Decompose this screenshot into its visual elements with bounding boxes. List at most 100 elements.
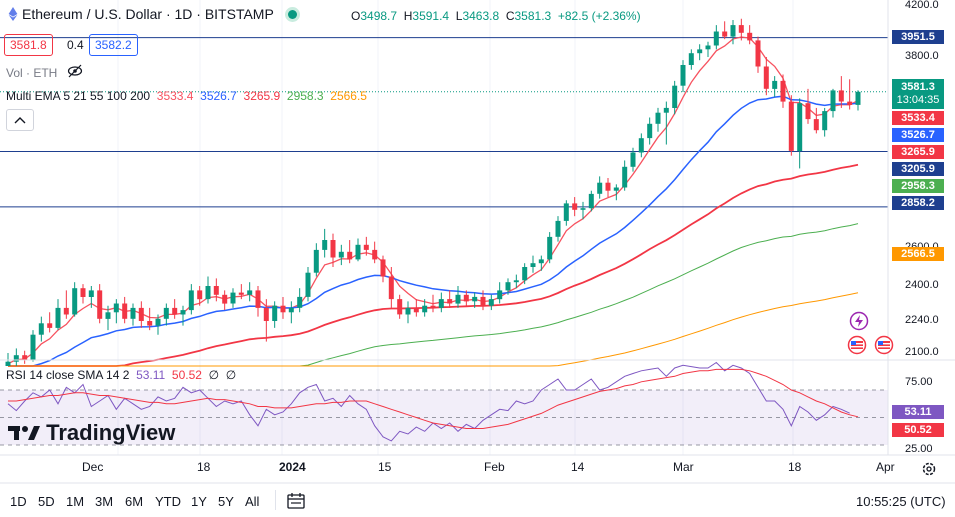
- us-flag-event-icon[interactable]: [847, 335, 867, 355]
- candle-body: [180, 310, 186, 315]
- candle-body: [63, 307, 69, 315]
- bar-countdown: 13:04:35: [896, 94, 940, 106]
- timeframe-button-ytd[interactable]: YTD: [155, 494, 181, 509]
- sell-button[interactable]: 3581.8: [4, 34, 53, 56]
- candle-body: [305, 272, 311, 297]
- time-tick: 18: [788, 460, 802, 474]
- candle: [263, 299, 269, 342]
- time-tick: 15: [378, 460, 392, 474]
- ema55-line: [8, 163, 859, 367]
- candle-body: [622, 166, 628, 188]
- candle-body: [788, 101, 794, 151]
- candle: [713, 25, 719, 50]
- timeframe-button-3m[interactable]: 3M: [95, 494, 114, 509]
- candle-body: [322, 240, 328, 250]
- candle: [813, 107, 819, 134]
- ema-indicator-legend[interactable]: Multi EMA 5 21 55 100 200 3533.4 3526.7 …: [6, 89, 367, 103]
- candle: [630, 147, 636, 172]
- candle: [597, 176, 603, 199]
- candle: [747, 25, 753, 45]
- candle-body: [155, 318, 161, 326]
- footer-divider: [275, 490, 276, 510]
- candle: [447, 290, 453, 308]
- candle-body: [388, 276, 394, 300]
- candle-body: [363, 244, 369, 250]
- candle: [463, 290, 469, 306]
- candle-body: [22, 355, 28, 360]
- market-open-icon: [287, 10, 297, 19]
- candle: [672, 80, 678, 115]
- rsi-tick-25: 25.00: [905, 443, 933, 455]
- candle: [822, 107, 828, 137]
- timeframe-button-5d[interactable]: 5D: [38, 494, 55, 509]
- candle-body: [447, 299, 453, 304]
- candle: [513, 274, 519, 289]
- candle: [422, 299, 428, 317]
- candle: [322, 228, 328, 258]
- timeframe-button-all[interactable]: All: [245, 494, 260, 509]
- candle-body: [297, 296, 303, 308]
- timeframe-button-1y[interactable]: 1Y: [191, 494, 207, 509]
- candle: [113, 299, 119, 324]
- us-flag-event-icon[interactable]: [874, 335, 894, 355]
- volume-indicator-label[interactable]: Vol · ETH: [6, 66, 58, 80]
- candle-body: [205, 286, 211, 300]
- candle-body: [513, 280, 519, 283]
- candle-body: [113, 303, 119, 313]
- timeframe-button-5y[interactable]: 5Y: [218, 494, 234, 509]
- candle: [488, 294, 494, 311]
- clock-timezone[interactable]: 10:55:25 (UTC): [856, 494, 946, 509]
- candle-body: [555, 220, 561, 237]
- candle-body: [430, 305, 436, 308]
- time-tick: 18: [197, 460, 211, 474]
- candle: [530, 255, 536, 273]
- timeframe-button-1m[interactable]: 1M: [66, 494, 85, 509]
- candle: [288, 301, 294, 324]
- price-label: 3526.7: [892, 128, 944, 142]
- price-tick: 2240.0: [905, 314, 939, 326]
- candle: [47, 312, 53, 333]
- candle: [130, 303, 136, 326]
- calendar-range-icon[interactable]: [286, 491, 306, 511]
- candle-body: [597, 182, 603, 194]
- rsi-label: RSI 14 close SMA 14 2: [6, 368, 130, 382]
- candle: [472, 292, 478, 308]
- candle: [363, 236, 369, 256]
- candle-body: [5, 361, 11, 366]
- price-label: 2958.3: [892, 179, 944, 193]
- candle: [755, 36, 761, 73]
- rsi-legend[interactable]: RSI 14 close SMA 14 2 53.11 50.52 ∅ ∅: [6, 368, 236, 382]
- buy-button[interactable]: 3582.2: [89, 34, 138, 56]
- candle: [455, 286, 461, 308]
- candle-body: [55, 307, 61, 328]
- price-tick: 3800.0: [905, 50, 939, 62]
- candle: [372, 241, 378, 264]
- candle: [538, 255, 544, 271]
- timeframe-button-1d[interactable]: 1D: [10, 494, 27, 509]
- candle: [155, 314, 161, 335]
- candle: [688, 49, 694, 70]
- candle: [572, 197, 578, 217]
- candle: [205, 276, 211, 304]
- lightning-event-icon[interactable]: [849, 311, 869, 331]
- rsi-value: 53.11: [136, 368, 166, 382]
- symbol-header[interactable]: Ethereum / U.S. Dollar · 1D · BITSTAMP: [8, 6, 305, 22]
- candle-body: [663, 107, 669, 113]
- candle: [197, 286, 203, 306]
- candle: [830, 88, 836, 118]
- candle-body: [530, 263, 536, 267]
- candle-body: [80, 288, 86, 297]
- timeframe-button-6m[interactable]: 6M: [125, 494, 144, 509]
- eye-hidden-icon[interactable]: [67, 64, 83, 78]
- candle: [497, 282, 503, 304]
- candle: [772, 76, 778, 97]
- settings-gear-icon[interactable]: [920, 460, 938, 478]
- candle: [655, 107, 661, 132]
- candle-body: [672, 85, 678, 108]
- candle-body: [105, 312, 111, 319]
- candle-body: [172, 307, 178, 315]
- rsi-line: [7, 361, 850, 442]
- candle: [347, 240, 353, 264]
- collapse-legend-button[interactable]: [6, 109, 34, 131]
